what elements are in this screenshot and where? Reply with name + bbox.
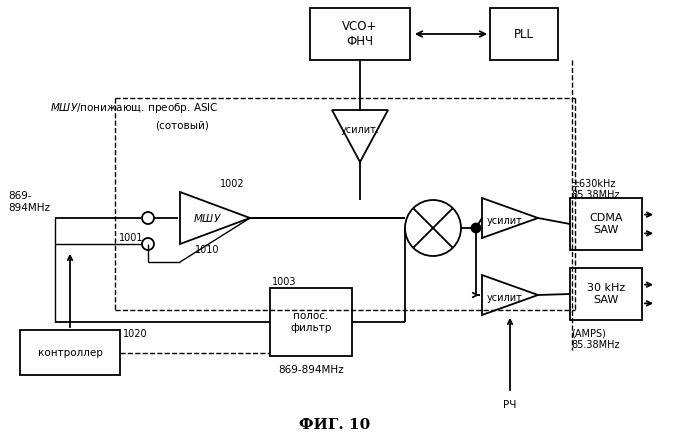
Polygon shape xyxy=(482,275,538,315)
Text: ±630kHz: ±630kHz xyxy=(571,179,615,189)
Text: 30 kHz
SAW: 30 kHz SAW xyxy=(587,283,625,305)
Polygon shape xyxy=(332,110,388,162)
Polygon shape xyxy=(482,198,538,238)
Circle shape xyxy=(472,223,480,233)
Text: усилит.: усилит. xyxy=(340,125,380,135)
Text: 1003: 1003 xyxy=(272,277,296,287)
Bar xyxy=(570,198,642,250)
Text: 1010: 1010 xyxy=(195,245,219,255)
Text: CDMA
SAW: CDMA SAW xyxy=(589,213,623,235)
Text: 85.38MHz: 85.38MHz xyxy=(571,190,619,200)
Text: 85.38MHz: 85.38MHz xyxy=(571,340,619,350)
Bar xyxy=(490,8,558,60)
Text: 1002: 1002 xyxy=(220,179,245,189)
Text: $\mathit{МШУ}$/понижающ. преобр. ASIC: $\mathit{МШУ}$/понижающ. преобр. ASIC xyxy=(50,101,219,115)
Polygon shape xyxy=(180,192,250,244)
Text: усилит.: усилит. xyxy=(487,216,526,226)
Text: 1020: 1020 xyxy=(123,329,147,339)
Text: РЧ: РЧ xyxy=(503,400,517,410)
Text: VCO+
ФНЧ: VCO+ ФНЧ xyxy=(343,20,377,48)
Text: 1001: 1001 xyxy=(119,233,143,243)
Text: 869-894MHz: 869-894MHz xyxy=(278,365,344,375)
Bar xyxy=(310,8,410,60)
Text: ФИГ. 10: ФИГ. 10 xyxy=(299,418,370,432)
Bar xyxy=(20,330,120,375)
Text: усилит.: усилит. xyxy=(487,293,526,303)
Bar xyxy=(570,268,642,320)
Text: PLL: PLL xyxy=(514,28,534,41)
Text: контроллер: контроллер xyxy=(38,348,103,358)
Text: (сотовый): (сотовый) xyxy=(155,120,209,130)
Text: 869-
894MHz: 869- 894MHz xyxy=(8,191,50,213)
Text: полос.
фильтр: полос. фильтр xyxy=(290,311,332,333)
Bar xyxy=(270,288,352,356)
Text: (AMPS): (AMPS) xyxy=(571,329,606,339)
Text: $\mathit{МШУ}$: $\mathit{МШУ}$ xyxy=(192,212,222,224)
